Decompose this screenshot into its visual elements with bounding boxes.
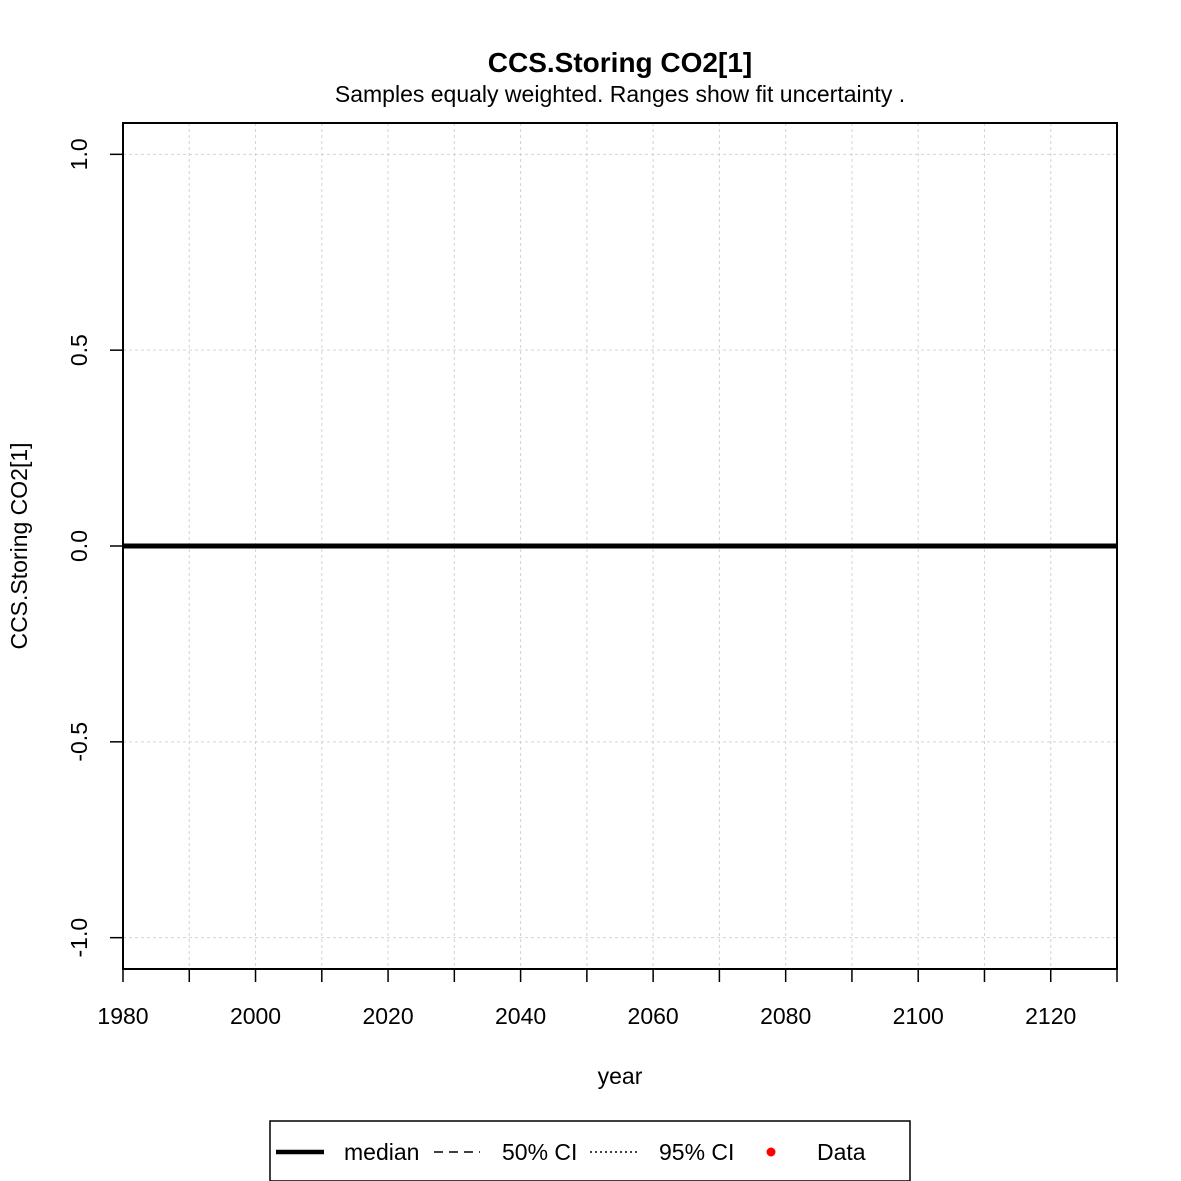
y-tick-label: 1.0	[66, 138, 92, 170]
legend-label-data: Data	[817, 1139, 866, 1165]
y-tick-label: 0.0	[66, 530, 92, 562]
y-tick-label: -1.0	[66, 918, 92, 958]
legend-label-median: median	[344, 1139, 419, 1165]
legend-label-95-ci: 95% CI	[659, 1139, 734, 1165]
chart-title: CCS.Storing CO2[1]	[488, 47, 752, 78]
y-tick-label: 0.5	[66, 334, 92, 366]
x-tick-label: 2100	[893, 1003, 944, 1029]
legend-swatch-data	[766, 1147, 776, 1157]
chart-subtitle: Samples equaly weighted. Ranges show fit…	[335, 81, 905, 107]
x-tick-label: 2000	[230, 1003, 281, 1029]
x-tick-label: 2080	[760, 1003, 811, 1029]
x-axis-label: year	[598, 1063, 643, 1089]
x-tick-label: 1980	[97, 1003, 148, 1029]
legend-label-50-ci: 50% CI	[502, 1139, 577, 1165]
y-axis: -1.0 -0.5 0.0 0.5 1.0	[66, 138, 123, 957]
x-tick-label: 2120	[1025, 1003, 1076, 1029]
x-tick-label: 2020	[362, 1003, 413, 1029]
y-axis-label: CCS.Storing CO2[1]	[6, 442, 32, 649]
legend-box	[269, 1120, 911, 1181]
x-tick-label: 2060	[628, 1003, 679, 1029]
legend: median 50% CI 95% CI Data	[269, 1120, 911, 1181]
x-tick-label: 2040	[495, 1003, 546, 1029]
y-tick-label: -0.5	[66, 722, 92, 762]
x-axis: 1980 2000 2020 2040 2060 2080 2100 2120	[97, 969, 1118, 1029]
